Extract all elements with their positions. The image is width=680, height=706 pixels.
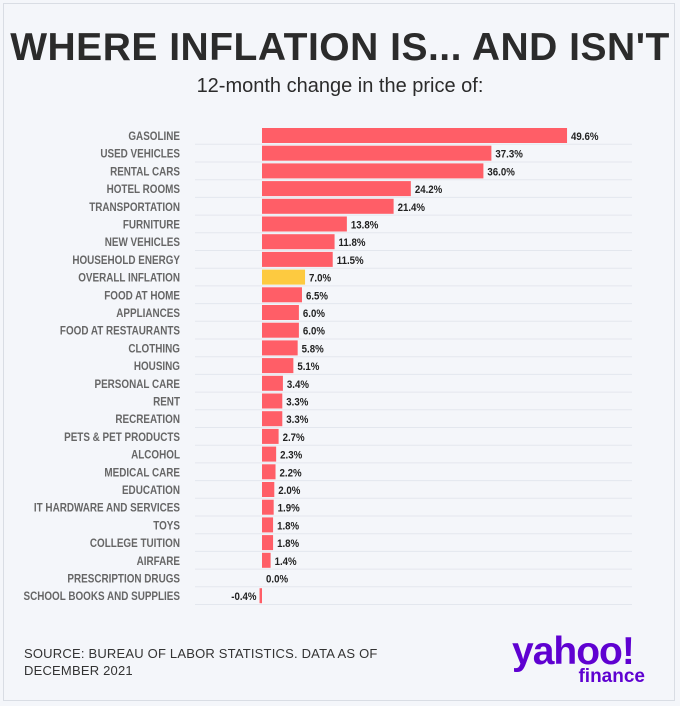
category-label: HOTEL ROOMS (107, 183, 180, 196)
bar (262, 269, 306, 285)
data-label: 2.7% (283, 432, 305, 444)
bar (262, 535, 274, 551)
bar (262, 375, 283, 391)
bar (262, 198, 394, 214)
bar (259, 588, 262, 604)
source-note: SOURCE: BUREAU OF LABOR STATISTICS. DATA… (24, 646, 378, 678)
bar (262, 145, 492, 161)
category-label: PETS & PET PRODUCTS (64, 431, 180, 444)
bar (262, 181, 411, 197)
category-label: APPLIANCES (116, 307, 180, 320)
data-label: 3.3% (286, 415, 308, 427)
data-label: 11.8% (339, 238, 366, 250)
data-label: -0.4% (231, 592, 256, 604)
data-label: 36.0% (487, 167, 514, 179)
category-label: HOUSING (134, 360, 180, 373)
data-label: 5.1% (297, 362, 319, 374)
category-label: NEW VEHICLES (105, 237, 180, 250)
category-label: FOOD AT RESTAURANTS (60, 325, 180, 338)
category-label: FURNITURE (123, 219, 180, 232)
category-label: TRANSPORTATION (89, 201, 180, 214)
bar (262, 517, 274, 533)
data-label: 1.9% (278, 503, 300, 515)
category-label: USED VEHICLES (100, 148, 180, 161)
chart-frame (3, 3, 675, 701)
category-label: GASOLINE (128, 130, 180, 143)
category-label: RECREATION (115, 414, 180, 427)
category-label: RENT (153, 396, 180, 409)
data-label: 6.0% (303, 326, 325, 338)
data-label: 37.3% (495, 149, 522, 161)
category-label: PERSONAL CARE (95, 378, 180, 391)
category-label: HOUSEHOLD ENERGY (72, 254, 180, 267)
data-label: 7.0% (309, 273, 331, 285)
data-label: 1.8% (277, 539, 299, 551)
bar (262, 552, 271, 568)
bar (262, 446, 277, 462)
bar (262, 393, 283, 409)
bar (262, 340, 298, 356)
logo-finance: finance (578, 666, 645, 687)
data-label: 1.8% (277, 521, 299, 533)
data-label: 3.4% (287, 379, 309, 391)
bar (262, 234, 335, 250)
chart-subtitle: 12-month change in the price of: (196, 75, 484, 97)
bar (262, 411, 283, 427)
data-label: 6.0% (303, 309, 325, 321)
bar (262, 216, 347, 232)
data-label: 11.5% (337, 255, 364, 267)
data-label: 13.8% (351, 220, 378, 232)
category-label: IT HARDWARE AND SERVICES (34, 502, 180, 515)
category-label: MEDICAL CARE (104, 467, 180, 480)
bar (262, 163, 484, 179)
category-label: EDUCATION (122, 484, 180, 497)
data-label: 2.3% (280, 450, 302, 462)
category-label: RENTAL CARS (110, 166, 180, 179)
bar (262, 305, 299, 320)
category-label: COLLEGE TUITION (90, 537, 180, 550)
data-label: 3.3% (286, 397, 308, 409)
bar (262, 128, 568, 143)
data-label: 49.6% (571, 132, 598, 144)
category-label: SCHOOL BOOKS AND SUPPLIES (23, 591, 180, 604)
data-label: 5.8% (302, 344, 324, 356)
bar (262, 251, 333, 267)
category-label: TOYS (153, 520, 180, 533)
data-label: 0.0% (266, 574, 288, 586)
bar (262, 322, 299, 338)
category-label: OVERALL INFLATION (78, 272, 180, 285)
category-label: FOOD AT HOME (104, 290, 180, 303)
category-label: AIRFARE (137, 555, 180, 568)
category-label: PRESCRIPTION DRUGS (67, 573, 180, 586)
data-label: 21.4% (398, 202, 425, 214)
yahoo-finance-logo: yahoo! finance (512, 630, 657, 687)
bar (262, 499, 274, 515)
logo-wordmark: yahoo! (512, 630, 635, 673)
chart-title: WHERE INFLATION IS... AND ISN'T (10, 26, 670, 69)
data-label: 2.2% (280, 468, 302, 480)
bar (262, 358, 294, 374)
category-label: ALCOHOL (131, 449, 180, 462)
data-label: 24.2% (415, 185, 442, 197)
data-label: 1.4% (275, 556, 297, 568)
bar (262, 482, 275, 497)
bar (262, 287, 302, 303)
category-label: CLOTHING (128, 343, 180, 356)
bar (262, 428, 279, 444)
data-label: 6.5% (306, 291, 328, 303)
data-label: 2.0% (278, 486, 300, 498)
bar (262, 464, 276, 480)
